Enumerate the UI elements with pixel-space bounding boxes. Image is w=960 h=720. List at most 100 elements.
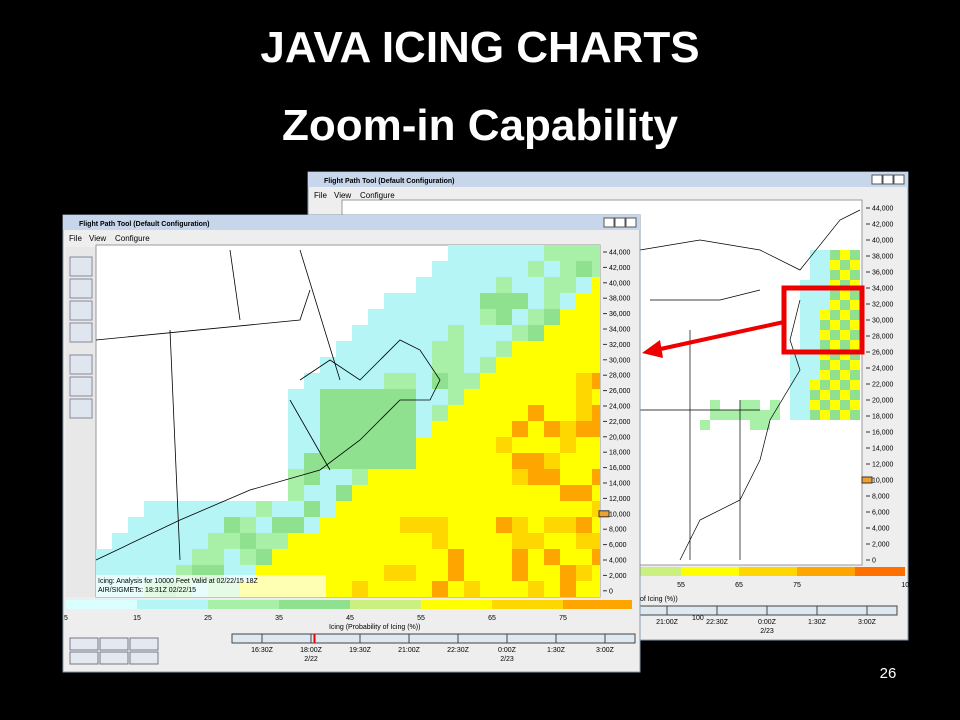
icing-cell	[176, 517, 192, 533]
icing-cell	[400, 389, 416, 405]
altitude-label: 26,000	[609, 388, 631, 395]
icing-cell	[850, 260, 860, 270]
icing-cell	[592, 341, 600, 357]
icing-cell	[544, 565, 560, 581]
icing-cell	[464, 261, 480, 277]
icing-cell	[576, 501, 592, 517]
icing-cell	[176, 533, 192, 549]
icing-cell	[810, 260, 820, 270]
icing-cell	[352, 533, 368, 549]
menu-item[interactable]: View	[89, 234, 106, 243]
icing-cell	[432, 533, 448, 549]
icing-cell	[820, 380, 830, 390]
altitude-label: 32,000	[872, 302, 894, 309]
icing-cell	[496, 469, 512, 485]
icing-cell	[830, 310, 840, 320]
icing-cell	[160, 501, 176, 517]
icing-cell	[560, 469, 576, 485]
icing-cell	[592, 501, 600, 517]
icing-cell	[400, 437, 416, 453]
menu-item[interactable]: File	[69, 234, 82, 243]
window-button[interactable]	[614, 217, 626, 228]
icing-cell	[830, 370, 840, 380]
icing-cell	[448, 421, 464, 437]
icing-cell	[840, 340, 850, 350]
icing-cell	[464, 405, 480, 421]
altitude-slider[interactable]	[598, 510, 610, 518]
altitude-label: 22,000	[609, 419, 631, 426]
time-slider[interactable]	[231, 633, 636, 644]
icing-cell	[256, 549, 272, 565]
icing-cell	[820, 310, 830, 320]
icing-cell	[320, 549, 336, 565]
icing-cell	[576, 373, 592, 389]
playback-button[interactable]	[69, 637, 99, 651]
icing-cell	[850, 380, 860, 390]
icing-cell	[416, 485, 432, 501]
icing-cell	[800, 360, 810, 370]
icing-cell	[800, 340, 810, 350]
icing-cell	[592, 405, 600, 421]
icing-cell	[810, 320, 820, 330]
altitude-label: 40,000	[609, 280, 631, 287]
menu-item[interactable]: File	[314, 191, 327, 200]
icing-cell	[384, 485, 400, 501]
icing-cell	[496, 453, 512, 469]
icing-cell	[432, 485, 448, 501]
icing-cell	[480, 421, 496, 437]
altitude-slider[interactable]	[861, 476, 873, 484]
tool-button[interactable]	[69, 256, 93, 277]
tool-button[interactable]	[69, 278, 93, 299]
icing-cell	[544, 373, 560, 389]
tool-button[interactable]	[69, 322, 93, 343]
icing-cell	[368, 533, 384, 549]
icing-cell	[304, 533, 320, 549]
menu-item[interactable]: View	[334, 191, 351, 200]
playback-button[interactable]	[99, 651, 129, 665]
icing-cell	[800, 290, 810, 300]
window-button[interactable]	[603, 217, 615, 228]
altitude-label: 6,000	[872, 510, 890, 517]
tool-button[interactable]	[69, 398, 93, 419]
icing-cell	[544, 517, 560, 533]
icing-cell	[820, 350, 830, 360]
window-button[interactable]	[871, 174, 883, 185]
altitude-label: 10,000	[872, 478, 894, 485]
window-button[interactable]	[882, 174, 894, 185]
icing-cell	[528, 293, 544, 309]
playback-button[interactable]	[69, 651, 99, 665]
icing-cell	[336, 549, 352, 565]
tool-button[interactable]	[69, 376, 93, 397]
colorbar-label: 65	[735, 582, 743, 589]
icing-cell	[224, 501, 240, 517]
playback-button[interactable]	[129, 637, 159, 651]
icing-cell	[448, 261, 464, 277]
tool-button[interactable]	[69, 300, 93, 321]
window-title: Flight Path Tool (Default Configuration)	[324, 178, 455, 185]
window-button[interactable]	[893, 174, 905, 185]
icing-cell	[840, 360, 850, 370]
icing-cell	[830, 410, 840, 420]
icing-cell	[592, 533, 600, 549]
icing-cell	[288, 405, 304, 421]
menu-item[interactable]: Configure	[115, 234, 150, 243]
icing-cell	[288, 389, 304, 405]
icing-cell	[464, 453, 480, 469]
colorbar-segment	[279, 600, 350, 609]
icing-cell	[368, 325, 384, 341]
playback-button[interactable]	[129, 651, 159, 665]
icing-cell	[850, 390, 860, 400]
colorbar-segment	[137, 600, 208, 609]
tool-button[interactable]	[69, 354, 93, 375]
icing-cell	[448, 357, 464, 373]
icing-cell	[512, 277, 528, 293]
window-button[interactable]	[625, 217, 637, 228]
playback-button[interactable]	[99, 637, 129, 651]
icing-cell	[528, 581, 544, 597]
icing-cell	[512, 357, 528, 373]
icing-cell	[830, 260, 840, 270]
icing-cell	[208, 549, 224, 565]
icing-cell	[176, 501, 192, 517]
menu-item[interactable]: Configure	[360, 191, 395, 200]
